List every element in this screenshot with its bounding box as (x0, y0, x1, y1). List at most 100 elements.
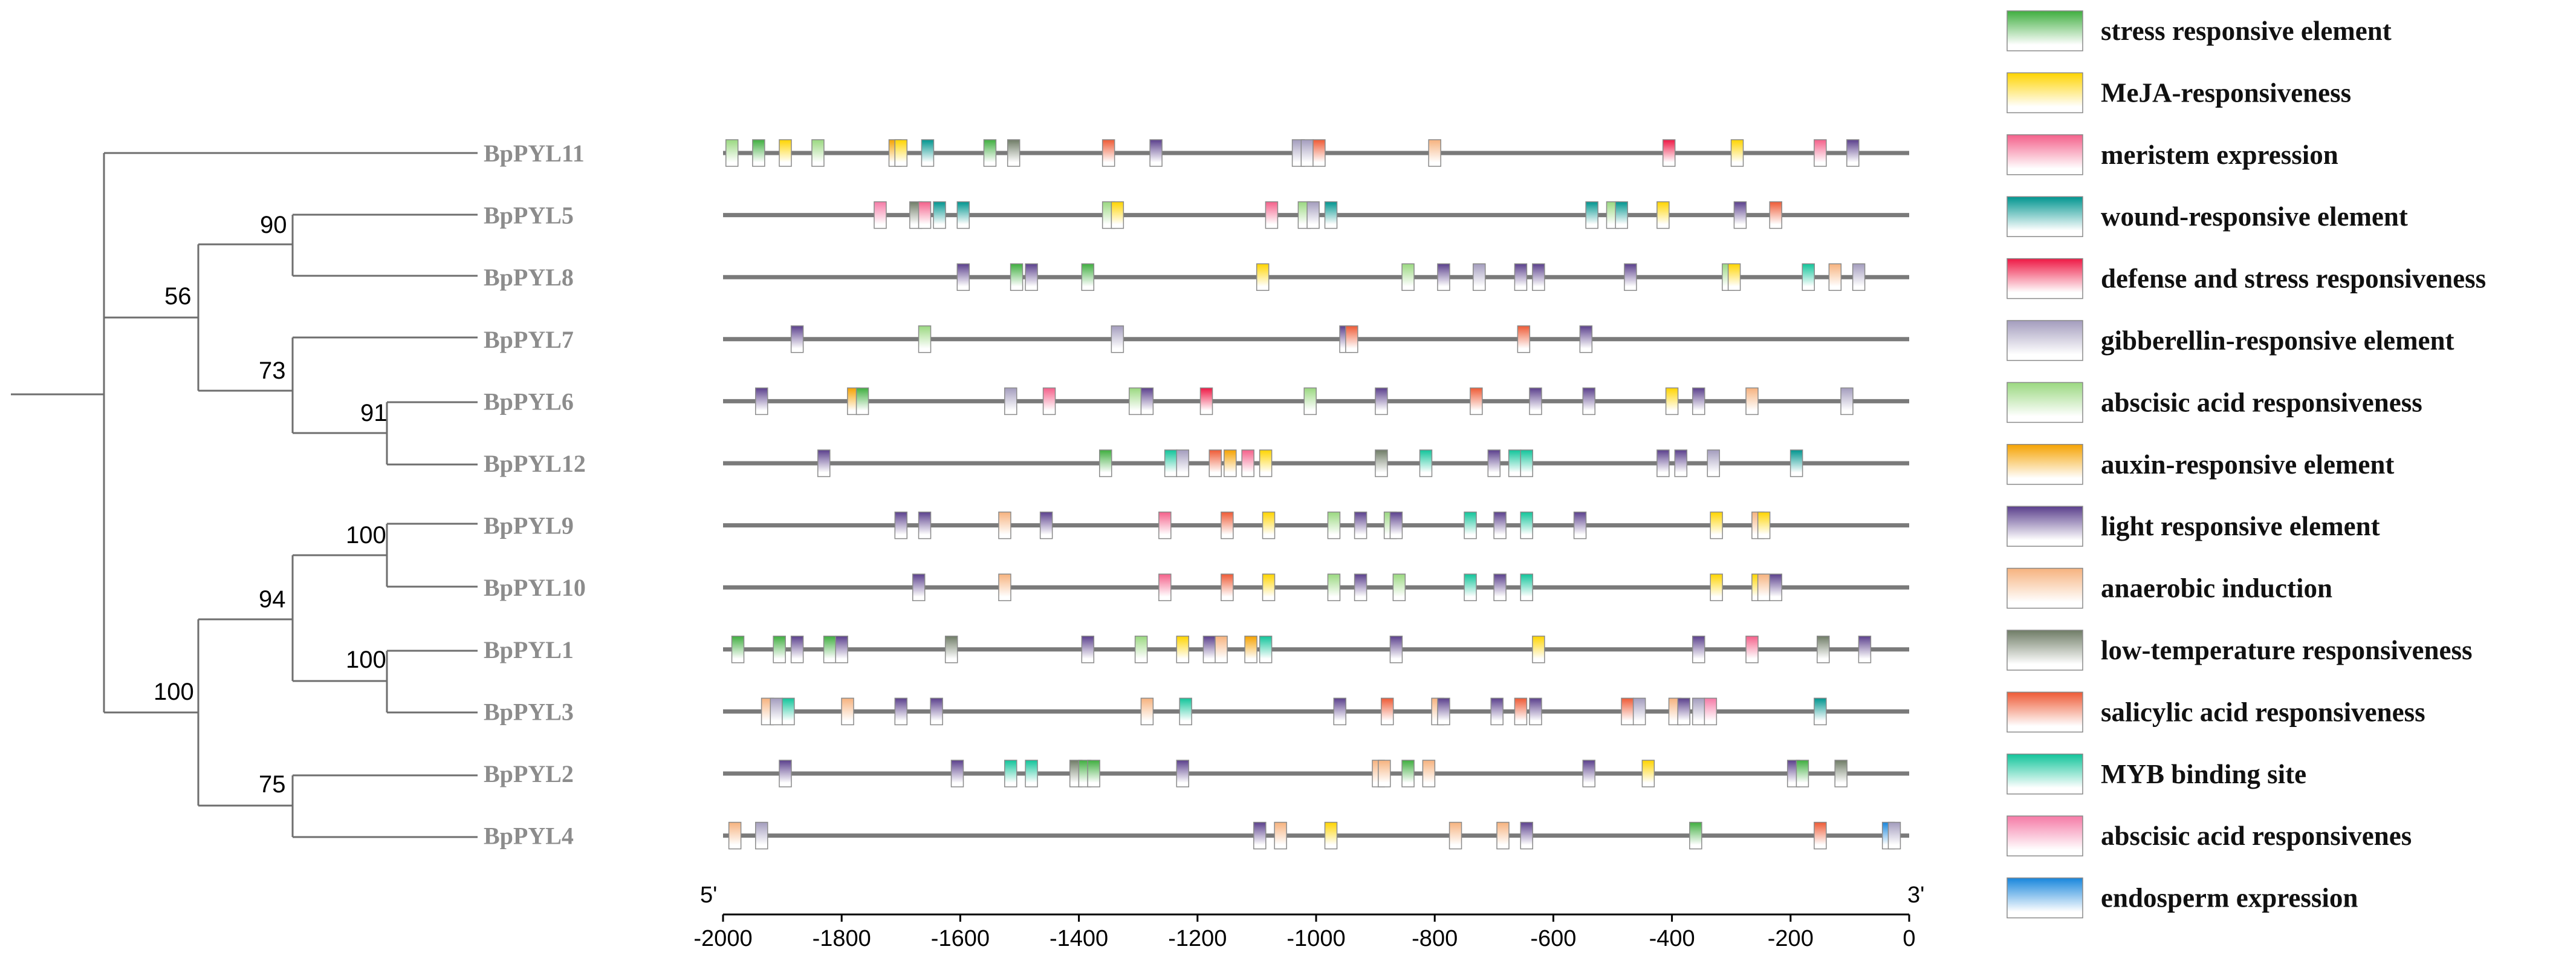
cis-element-marker (1573, 511, 1587, 539)
cis-element-marker (1111, 201, 1124, 229)
cis-element-marker (1692, 387, 1705, 415)
gene-label: BpPYL5 (484, 202, 574, 229)
cis-element-marker (1641, 760, 1655, 787)
gene-row-bppyl4: BpPYL4 (484, 821, 1909, 850)
cis-element-marker (1514, 697, 1528, 726)
legend-item: anaerobic induction (2007, 567, 2332, 609)
cis-element-marker (894, 697, 908, 726)
legend-label: stress responsive element (2101, 16, 2392, 46)
cis-element-marker (782, 697, 795, 726)
axis-tick-label: -1200 (1168, 926, 1227, 951)
cis-element-marker (841, 697, 854, 726)
cis-element-marker (1389, 636, 1403, 663)
cis-element-marker (1327, 511, 1341, 539)
cis-element-marker (1134, 636, 1148, 663)
cis-element-marker (1428, 139, 1441, 167)
cis-element-marker (1262, 511, 1276, 539)
cis-element-marker (779, 139, 792, 167)
cis-element-marker (731, 636, 745, 663)
legend-label: auxin-responsive element (2101, 449, 2394, 480)
cis-element-marker (1585, 201, 1598, 229)
cis-element-marker (1789, 449, 1803, 477)
legend-swatch (2007, 72, 2083, 114)
cis-element-marker (1256, 263, 1270, 291)
axis-tick-label: -1000 (1286, 926, 1345, 951)
cis-element-marker (1401, 263, 1415, 291)
legend-label: MYB binding site (2101, 759, 2306, 789)
legend-label: endosperm expression (2101, 883, 2358, 913)
gene-label: BpPYL3 (484, 698, 574, 725)
axis-tick-label: -600 (1530, 926, 1576, 951)
legend-swatch (2007, 506, 2083, 547)
cis-element-marker (933, 201, 946, 229)
cis-element-marker (1493, 511, 1507, 539)
axis-tick-label: -1600 (931, 926, 990, 951)
cis-element-marker (855, 387, 869, 415)
legend-swatch (2007, 691, 2083, 733)
cis-element-marker (1221, 573, 1234, 601)
bootstrap-value: 73 (259, 357, 286, 384)
legend-swatch (2007, 196, 2083, 237)
cis-element-marker (1221, 511, 1234, 539)
cis-element-marker (1692, 636, 1705, 663)
cis-element-marker (1487, 449, 1501, 477)
cis-element-marker (956, 263, 970, 291)
cis-element-marker (1241, 449, 1254, 477)
cis-element-marker (1004, 760, 1017, 787)
cis-element-marker (1828, 263, 1842, 291)
cis-element-marker (1674, 449, 1688, 477)
cis-element-marker (1081, 263, 1095, 291)
axis-tick-label: -800 (1412, 926, 1458, 951)
legend-item: endosperm expression (2007, 877, 2358, 919)
cis-element-marker (1745, 387, 1759, 415)
gene-label: BpPYL2 (484, 760, 574, 787)
cis-element-marker (1149, 139, 1163, 167)
cis-element-marker (1846, 139, 1860, 167)
cis-element-marker (1814, 139, 1827, 167)
cis-element-marker (1852, 263, 1866, 291)
cis-element-marker (1745, 636, 1759, 663)
legend-swatch (2007, 877, 2083, 919)
cis-element-marker (1101, 139, 1115, 167)
cis-element-marker (1464, 511, 1477, 539)
legend: stress responsive element MeJA-responsive… (2007, 10, 2486, 919)
legend-item: MYB binding site (2007, 754, 2306, 795)
legend-swatch (2007, 320, 2083, 361)
cis-element-marker (1253, 821, 1267, 850)
cis-element-marker (1757, 511, 1771, 539)
cis-element-marker (1464, 573, 1477, 601)
bootstrap-value: 90 (260, 212, 287, 238)
cis-element-marker (1710, 573, 1723, 601)
gene-row-bppyl5: BpPYL5 (484, 201, 1909, 229)
legend-label: low-temperature responsiveness (2101, 635, 2473, 665)
bootstrap-value: 100 (346, 647, 386, 673)
cis-element-marker (1176, 760, 1190, 787)
legend-item: low-temperature responsiveness (2007, 630, 2473, 671)
cis-element-marker (1081, 636, 1095, 663)
cis-element-marker (1378, 760, 1391, 787)
gene-row-bppyl8: BpPYL8 (484, 263, 1909, 291)
legend-label: meristem expression (2101, 140, 2338, 170)
legend-swatch (2007, 630, 2083, 671)
legend-label: abscisic acid responsiveness (2101, 387, 2422, 417)
cis-element-marker (1514, 263, 1528, 291)
cis-element-marker (1025, 760, 1038, 787)
gene-row-bppyl11: BpPYL11 (484, 139, 1909, 167)
legend-item: stress responsive element (2007, 10, 2392, 51)
cis-element-marker (1333, 697, 1346, 726)
cis-element-marker (1814, 697, 1827, 726)
cis-element-marker (1656, 201, 1670, 229)
cis-element-marker (1677, 697, 1690, 726)
cis-element-marker (1757, 573, 1771, 601)
cis-element-marker (1259, 636, 1273, 663)
cis-element-marker (1769, 201, 1783, 229)
legend-swatch (2007, 444, 2083, 485)
legend-item: wound-responsive element (2007, 196, 2408, 237)
legend-label: abscisic acid responsivenes (2101, 821, 2412, 851)
cis-element-marker (918, 511, 932, 539)
cis-element-marker (1817, 636, 1830, 663)
axis-tick-label: -2000 (693, 926, 752, 951)
legend-label: defense and stress responsiveness (2101, 264, 2486, 294)
phylogenetic-tree: 90 56 73 91 100 94 100 100 75 (11, 152, 478, 838)
gene-row-bppyl6: BpPYL6 (484, 387, 1909, 415)
